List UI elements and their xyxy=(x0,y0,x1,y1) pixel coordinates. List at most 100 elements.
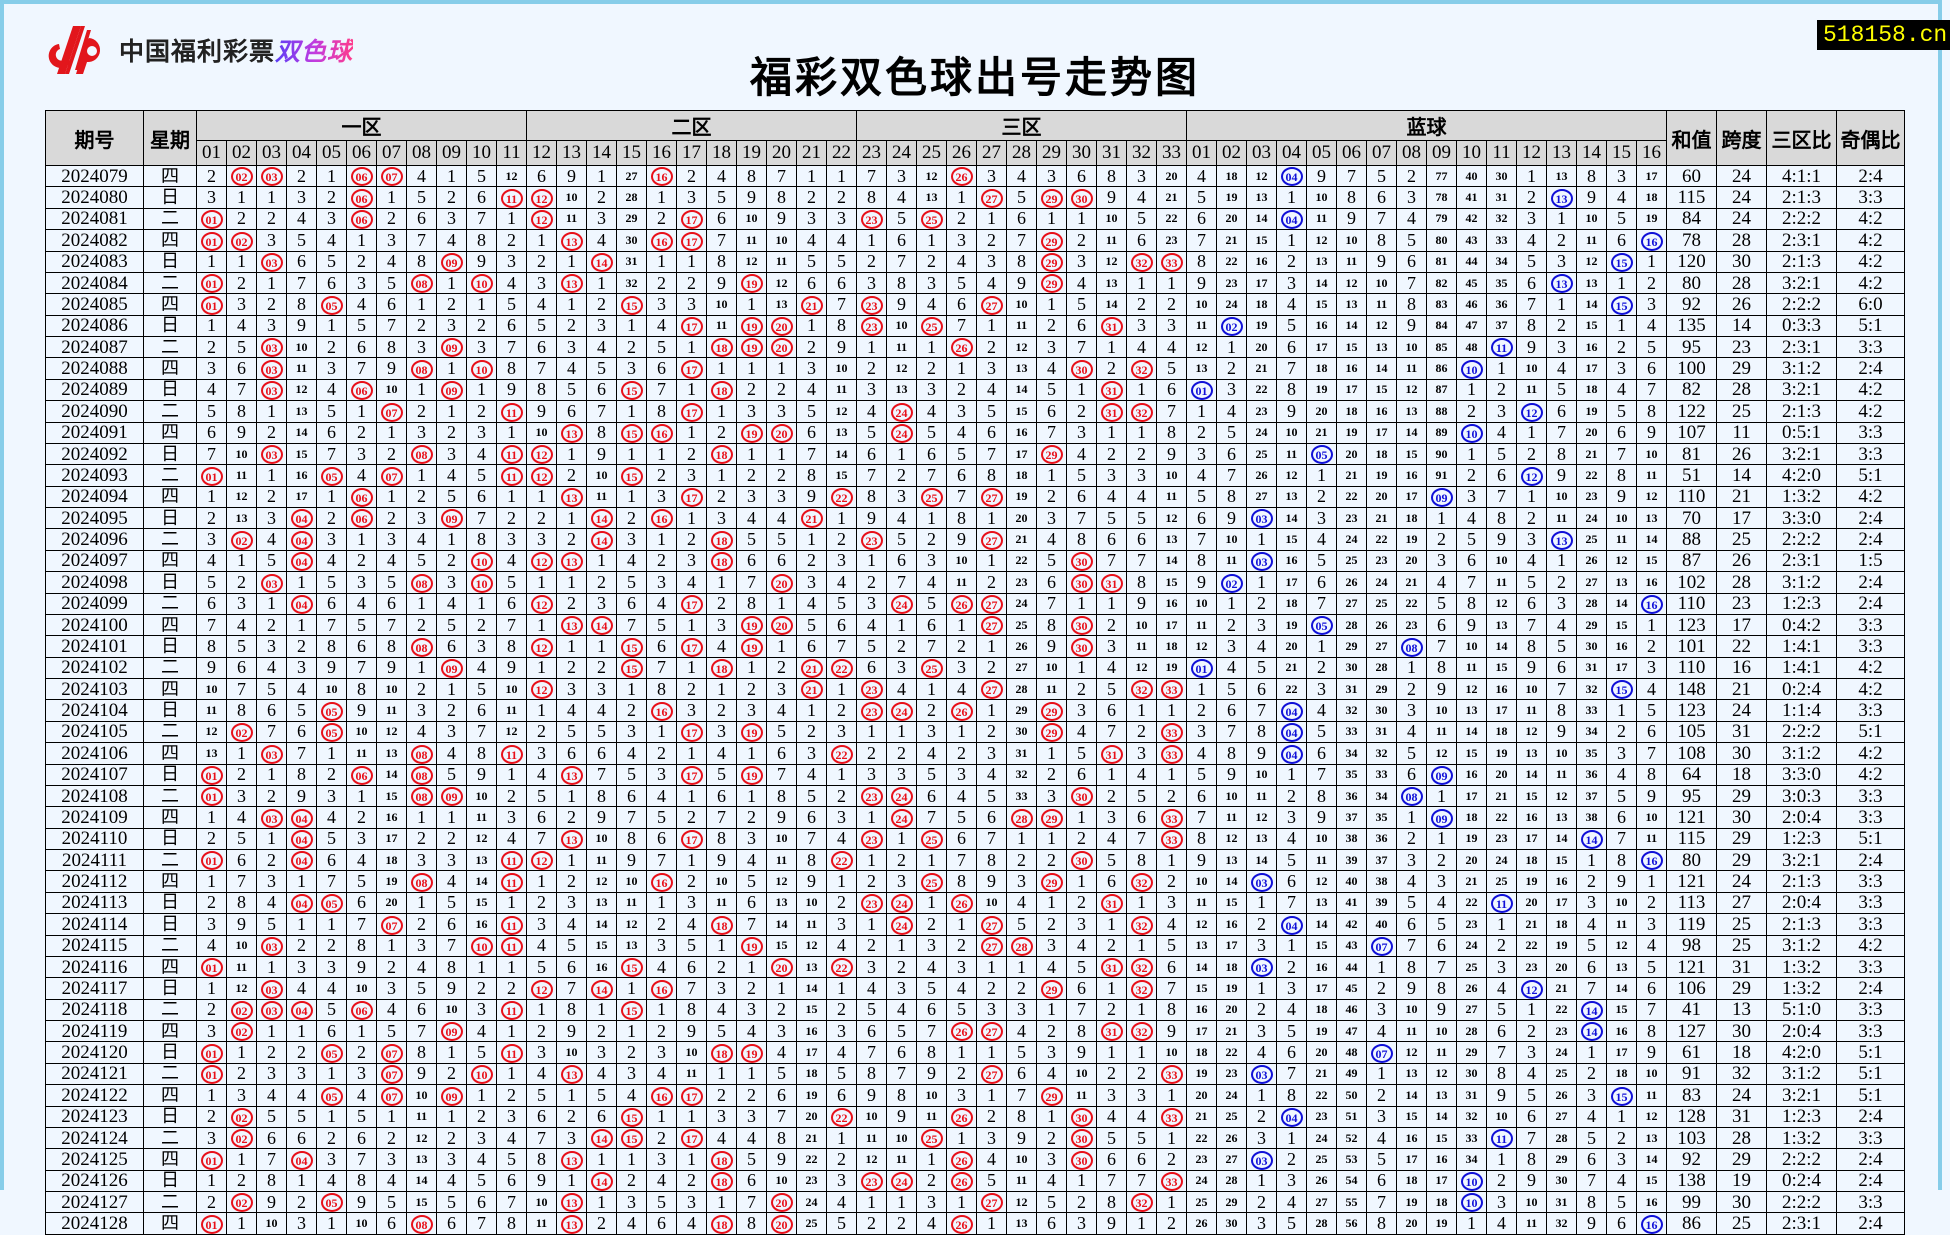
zone-ratio-cell: 3:2:1 xyxy=(1766,1084,1837,1107)
number-header-row: 01 02 03 04 05 06 07 08 09 10 11 12 13 14 15 16 17 18 19 20… xyxy=(46,140,1905,166)
red-omission-cell: 2 xyxy=(976,335,1007,359)
span-cell: 29 xyxy=(1716,827,1767,851)
red-omission-cell: 12 xyxy=(226,485,257,509)
red-omission-cell: 11 xyxy=(1036,677,1067,701)
blue-omission-cell: 8 xyxy=(1576,164,1607,188)
red-omission-cell: 2 xyxy=(286,164,317,188)
red-number-header: 30 xyxy=(1066,140,1097,166)
red-drawn-cell: 06 xyxy=(346,485,377,509)
red-omission-cell: 5 xyxy=(556,720,587,744)
blue-omission-cell: 28 xyxy=(1546,1126,1577,1150)
red-omission-cell: 6 xyxy=(886,1041,917,1064)
blue-drawn-cell: 05 xyxy=(1306,442,1337,466)
blue-omission-cell: 10 xyxy=(1546,742,1577,765)
red-omission-cell: 1 xyxy=(706,357,737,380)
site-badge[interactable]: 518158.cn xyxy=(1817,20,1950,50)
red-omission-cell: 1 xyxy=(466,378,497,402)
red-omission-cell: 4 xyxy=(196,549,227,573)
red-drawn-cell: 26 xyxy=(946,1148,977,1171)
blue-omission-cell: 27 xyxy=(1456,998,1487,1022)
zone-ratio-cell: 2:2:2 xyxy=(1766,207,1837,231)
red-omission-cell: 3 xyxy=(856,763,887,786)
red-omission-cell: 8 xyxy=(1156,421,1187,444)
blue-ball-mark: 05 xyxy=(1310,616,1333,635)
blue-drawn-cell: 04 xyxy=(1276,164,1307,188)
blue-omission-cell: 5 xyxy=(1186,485,1217,509)
red-omission-cell: 6 xyxy=(976,421,1007,444)
red-omission-cell: 8 xyxy=(1156,998,1187,1022)
sum-cell: 64 xyxy=(1666,763,1717,786)
blue-omission-cell: 2 xyxy=(1606,335,1637,359)
blue-omission-cell: 5 xyxy=(1606,400,1637,423)
red-ball-mark: 32 xyxy=(1130,979,1153,999)
red-ball-mark: 20 xyxy=(770,1193,793,1212)
red-omission-cell: 3 xyxy=(616,1062,647,1086)
issue-cell: 2024092 xyxy=(45,442,144,466)
red-drawn-cell: 03 xyxy=(256,977,287,1000)
blue-omission-cell: 1 xyxy=(1516,421,1547,444)
red-omission-cell: 7 xyxy=(1096,549,1127,573)
red-drawn-cell: 27 xyxy=(976,528,1007,551)
red-omission-cell: 1 xyxy=(1036,207,1067,231)
red-omission-cell: 1 xyxy=(196,1084,227,1107)
red-omission-cell: 29 xyxy=(616,207,647,231)
blue-ball-mark: 03 xyxy=(1250,509,1273,528)
blue-omission-cell: 7 xyxy=(1186,528,1217,551)
red-ball-mark: 29 xyxy=(1040,1086,1063,1105)
red-drawn-cell: 12 xyxy=(526,442,557,466)
blue-omission-cell: 4 xyxy=(1636,314,1667,338)
red-omission-cell: 3 xyxy=(526,742,557,765)
red-ball-mark: 08 xyxy=(410,573,433,592)
blue-omission-cell: 2 xyxy=(1576,1062,1607,1086)
zone-ratio-cell: 2:2:2 xyxy=(1766,720,1837,744)
red-ball-mark: 22 xyxy=(830,958,853,977)
red-omission-cell: 3 xyxy=(826,1169,857,1193)
blue-omission-cell: 81 xyxy=(1426,250,1457,273)
red-ball-mark: 04 xyxy=(290,594,313,614)
blue-omission-cell: 9 xyxy=(1486,1084,1517,1107)
red-omission-cell: 2 xyxy=(376,506,407,530)
red-omission-cell: 5 xyxy=(826,592,857,615)
red-omission-cell: 5 xyxy=(466,1041,497,1064)
red-omission-cell: 3 xyxy=(256,870,287,893)
blue-omission-cell: 26 xyxy=(1246,464,1277,487)
red-drawn-cell: 33 xyxy=(1156,1105,1187,1128)
red-ball-mark: 33 xyxy=(1160,744,1183,763)
blue-omission-cell: 37 xyxy=(1336,806,1367,829)
table-row: 2024124 二 3 02 6 6 2 6 2 12 2 3 4 7 3 14 15 2 17 4 4 8 21 1 11 10… xyxy=(45,1126,1905,1150)
blue-omission-cell: 21 xyxy=(1216,1019,1247,1043)
red-omission-cell: 1 xyxy=(646,998,677,1022)
blue-omission-cell: 2 xyxy=(1636,891,1667,915)
red-omission-cell: 15 xyxy=(766,934,797,957)
red-omission-cell: 12 xyxy=(196,720,227,744)
blue-omission-cell: 6 xyxy=(1246,677,1277,701)
red-omission-cell: 16 xyxy=(376,806,407,829)
red-ball-mark: 26 xyxy=(950,1150,973,1170)
blue-omission-cell: 26 xyxy=(1216,1126,1247,1150)
red-omission-cell: 7 xyxy=(616,806,647,829)
blue-omission-cell: 29 xyxy=(1456,1041,1487,1064)
red-omission-cell: 7 xyxy=(1126,827,1157,851)
red-drawn-cell: 23 xyxy=(856,699,887,722)
red-drawn-cell: 06 xyxy=(346,998,377,1022)
span-cell: 18 xyxy=(1716,1041,1767,1064)
blue-number-header: 09 xyxy=(1426,140,1457,166)
red-omission-cell: 6 xyxy=(1036,571,1067,594)
red-drawn-cell: 04 xyxy=(286,1148,317,1171)
span-cell: 29 xyxy=(1716,848,1767,872)
red-omission-cell: 8 xyxy=(346,934,377,957)
red-omission-cell: 3 xyxy=(1126,1084,1157,1107)
blue-omission-cell: 15 xyxy=(1336,335,1367,359)
red-drawn-cell: 32 xyxy=(1126,870,1157,893)
red-omission-cell: 3 xyxy=(856,955,887,979)
red-omission-cell: 7 xyxy=(256,1148,287,1171)
red-omission-cell: 4 xyxy=(916,400,947,423)
red-omission-cell: 3 xyxy=(676,699,707,722)
red-omission-cell: 3 xyxy=(1036,784,1067,808)
blue-omission-cell: 6 xyxy=(1186,207,1217,231)
red-ball-mark: 05 xyxy=(320,1086,343,1105)
red-drawn-cell: 22 xyxy=(826,485,857,509)
blue-omission-cell: 9 xyxy=(1306,164,1337,188)
blue-omission-cell: 20 xyxy=(1456,848,1487,872)
red-number-header: 32 xyxy=(1126,140,1157,166)
